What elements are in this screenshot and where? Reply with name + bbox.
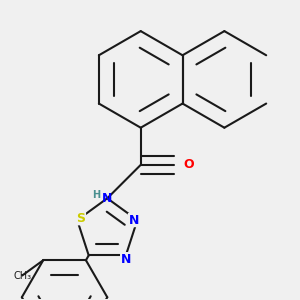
Text: O: O [183,158,194,171]
Text: H: H [92,190,100,200]
Text: CH₃: CH₃ [13,271,31,281]
Text: N: N [102,192,112,205]
Text: N: N [128,214,139,226]
Text: N: N [121,253,131,266]
Text: S: S [76,212,85,225]
